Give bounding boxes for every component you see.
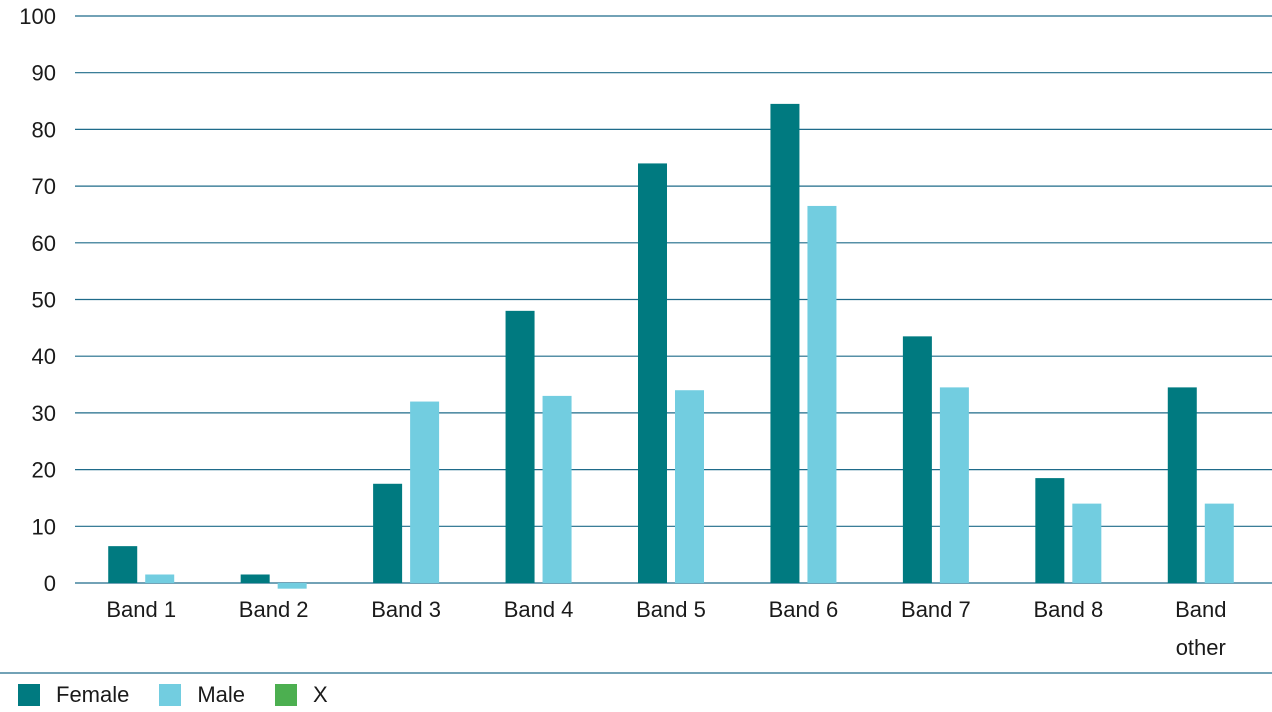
gridlines [75,15,1272,584]
y-axis-ticks: 0 10 20 30 40 50 60 70 80 90 100 [19,4,56,596]
y-tick-label: 40 [32,344,56,369]
y-tick-label: 90 [32,61,56,86]
bar-male-9 [1204,503,1234,583]
y-tick-label: 30 [32,401,56,426]
bar-female-7 [902,336,932,583]
legend-item-male: Male [159,682,245,708]
bar-female-6 [770,103,800,583]
legend-swatch-female [18,684,40,706]
bar-male-7 [939,387,969,583]
legend-item-x: X [275,682,328,708]
y-tick-label: 80 [32,117,56,142]
y-tick-label: 20 [32,458,56,483]
bar-male-5 [675,390,704,583]
x-tick-label: Band 5 [636,597,706,622]
legend-label-female: Female [56,682,130,707]
x-tick-label: Band 4 [504,597,574,622]
y-tick-label: 10 [32,514,56,539]
x-tick-label: Band 2 [239,597,309,622]
y-tick-label: 70 [32,174,56,199]
legend-swatch-x [275,684,298,706]
legend-swatch-male [159,684,182,706]
bar-male-8 [1072,503,1102,583]
x-tick-label: Band other [1175,597,1226,660]
bar-female-1 [108,546,138,583]
x-tick-label: Band 3 [371,597,441,622]
legend: Female Male X [18,680,358,710]
x-tick-label: Band 6 [769,597,839,622]
bar-female-8 [1035,478,1065,583]
bar-female-3 [373,483,403,583]
bar-male-2 [277,583,307,589]
bar-female-4 [505,310,535,583]
x-axis-labels: Band 1 Band 2 Band 3 Band 4 Band 5 Band 6 Band… [106,597,1226,660]
bars [108,103,1234,589]
bar-female-5 [638,163,667,584]
y-tick-label: 100 [19,4,56,29]
bar-male-4 [542,395,572,583]
x-tick-label: Band 8 [1033,597,1103,622]
y-tick-label: 0 [44,571,56,596]
x-tick-label: Band 7 [901,597,971,622]
y-tick-label: 50 [32,288,56,313]
bar-female-9 [1167,387,1197,583]
legend-label-x: X [313,682,328,707]
bar-female-2 [240,574,270,583]
legend-label-male: Male [197,682,246,707]
y-tick-label: 60 [32,231,56,256]
x-tick-label: Band 1 [106,597,176,622]
bar-male-6 [807,205,837,583]
legend-item-female: Female [18,682,129,708]
bar-male-1 [145,574,175,583]
bar-male-3 [410,401,440,583]
